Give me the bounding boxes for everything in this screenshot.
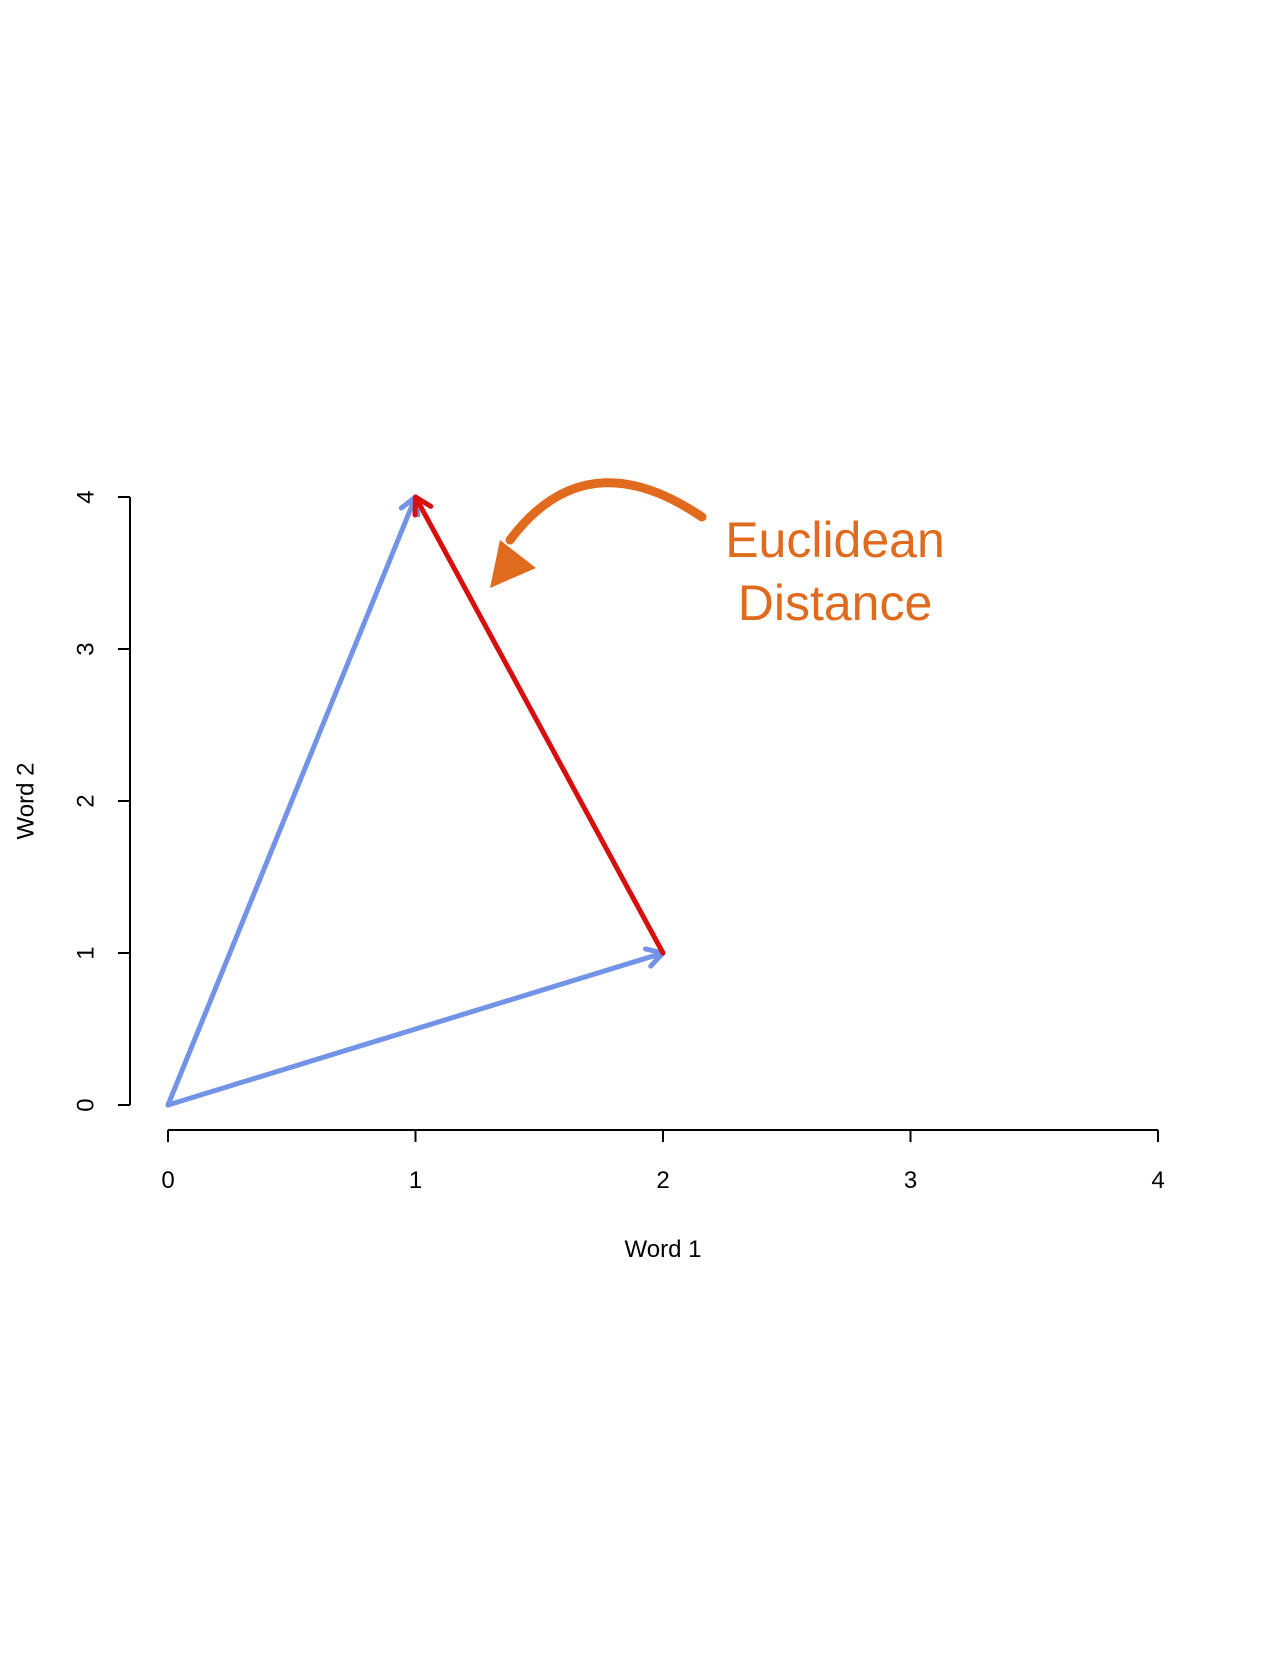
y-tick-label: 1 xyxy=(73,946,100,959)
vector-line xyxy=(413,494,666,956)
vector-line xyxy=(165,494,418,1108)
y-tick-label: 4 xyxy=(73,490,100,503)
vectors-layer xyxy=(165,494,666,1108)
vector-arrowhead xyxy=(412,494,434,518)
x-tick-label: 0 xyxy=(161,1167,174,1194)
x-tick-label: 1 xyxy=(409,1167,422,1194)
vector-1 xyxy=(165,494,421,1108)
x-tick-label: 2 xyxy=(656,1167,669,1194)
y-ticks: 0 1 2 3 4 xyxy=(73,490,130,1112)
annotation: Euclidean Distance xyxy=(490,478,945,631)
vector-3 xyxy=(412,494,666,956)
x-axis-label: Word 1 xyxy=(625,1236,702,1263)
annotation-text-line-2: Distance xyxy=(738,575,933,631)
x-axis: 0 1 2 3 4 xyxy=(161,1129,1165,1194)
x-ticks: 0 1 2 3 4 xyxy=(161,1130,1165,1194)
vector-line xyxy=(165,950,666,1108)
x-tick-label: 4 xyxy=(1151,1167,1164,1194)
curved-arrow-icon xyxy=(505,478,707,545)
annotation-text-line-1: Euclidean xyxy=(725,512,945,568)
y-tick-label: 0 xyxy=(73,1098,100,1111)
vector-2 xyxy=(165,946,666,1108)
y-axis: 0 1 2 3 4 xyxy=(73,490,131,1112)
y-tick-label: 3 xyxy=(73,642,100,655)
x-tick-label: 3 xyxy=(904,1167,917,1194)
y-tick-label: 2 xyxy=(73,794,100,807)
y-axis-label: Word 2 xyxy=(13,763,40,840)
curved-arrow-head xyxy=(490,540,536,588)
